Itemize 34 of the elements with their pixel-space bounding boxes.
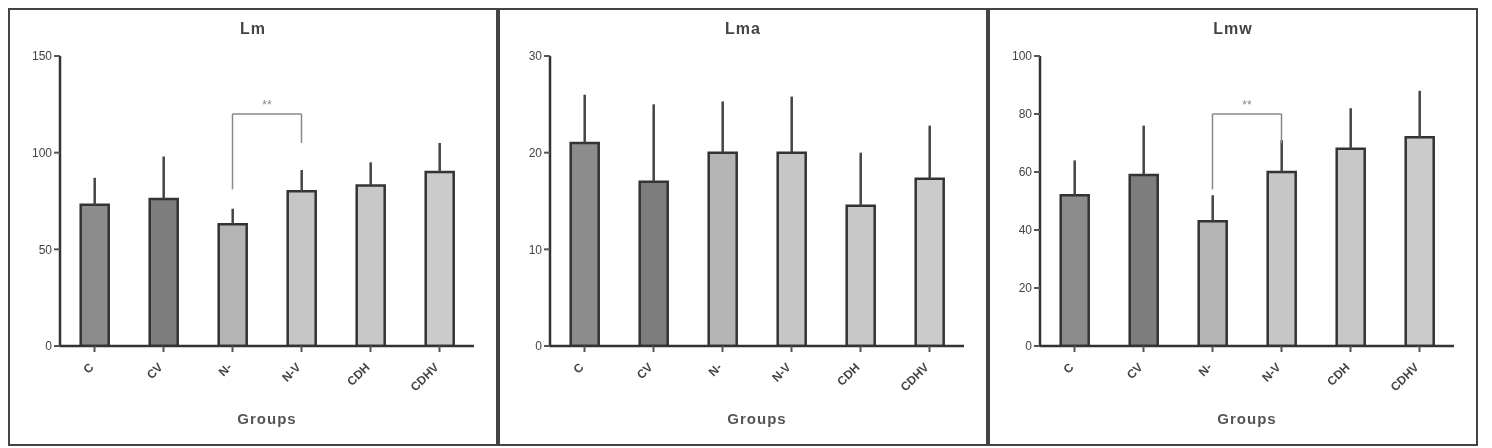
- y-tick-label: 150: [31, 49, 53, 64]
- y-tick-label: 10: [528, 242, 543, 257]
- x-tick-label: N-: [1195, 360, 1215, 380]
- annotation: **: [262, 98, 272, 112]
- y-tick-label: 0: [535, 339, 543, 354]
- x-tick-label: N-V: [769, 360, 794, 385]
- y-tick-label: 80: [1018, 107, 1033, 122]
- y-tick-label: 50: [38, 242, 53, 257]
- x-axis-title: Groups: [237, 410, 297, 427]
- chart-title: Lm: [239, 20, 267, 39]
- annotation: **: [1242, 98, 1252, 112]
- chart-title: Lma: [724, 20, 762, 39]
- y-tick-label: 100: [1011, 49, 1033, 64]
- x-tick-label: CV: [1123, 360, 1146, 382]
- y-tick-label: 60: [1018, 165, 1033, 180]
- y-tick-label: 100: [31, 145, 53, 160]
- x-axis-title: Groups: [727, 410, 787, 427]
- x-tick-label: C: [80, 359, 97, 377]
- chart-title: Lmw: [1212, 20, 1254, 39]
- y-tick-label: 30: [528, 49, 543, 64]
- y-tick-label: 0: [45, 339, 53, 354]
- x-tick-label: N-: [215, 360, 235, 380]
- x-tick-label: CV: [633, 360, 656, 382]
- x-tick-label: N-V: [1259, 360, 1284, 385]
- x-tick-label: N-: [705, 360, 725, 380]
- y-tick-label: 20: [528, 145, 543, 160]
- y-tick-label: 20: [1018, 281, 1033, 296]
- x-axis-title: Groups: [1217, 410, 1277, 427]
- y-tick-label: 40: [1018, 223, 1033, 238]
- x-tick-label: C: [570, 359, 587, 377]
- x-tick-label: CV: [143, 360, 166, 382]
- x-tick-label: C: [1060, 359, 1077, 377]
- x-tick-label: N-V: [279, 360, 304, 385]
- y-tick-label: 0: [1025, 339, 1033, 354]
